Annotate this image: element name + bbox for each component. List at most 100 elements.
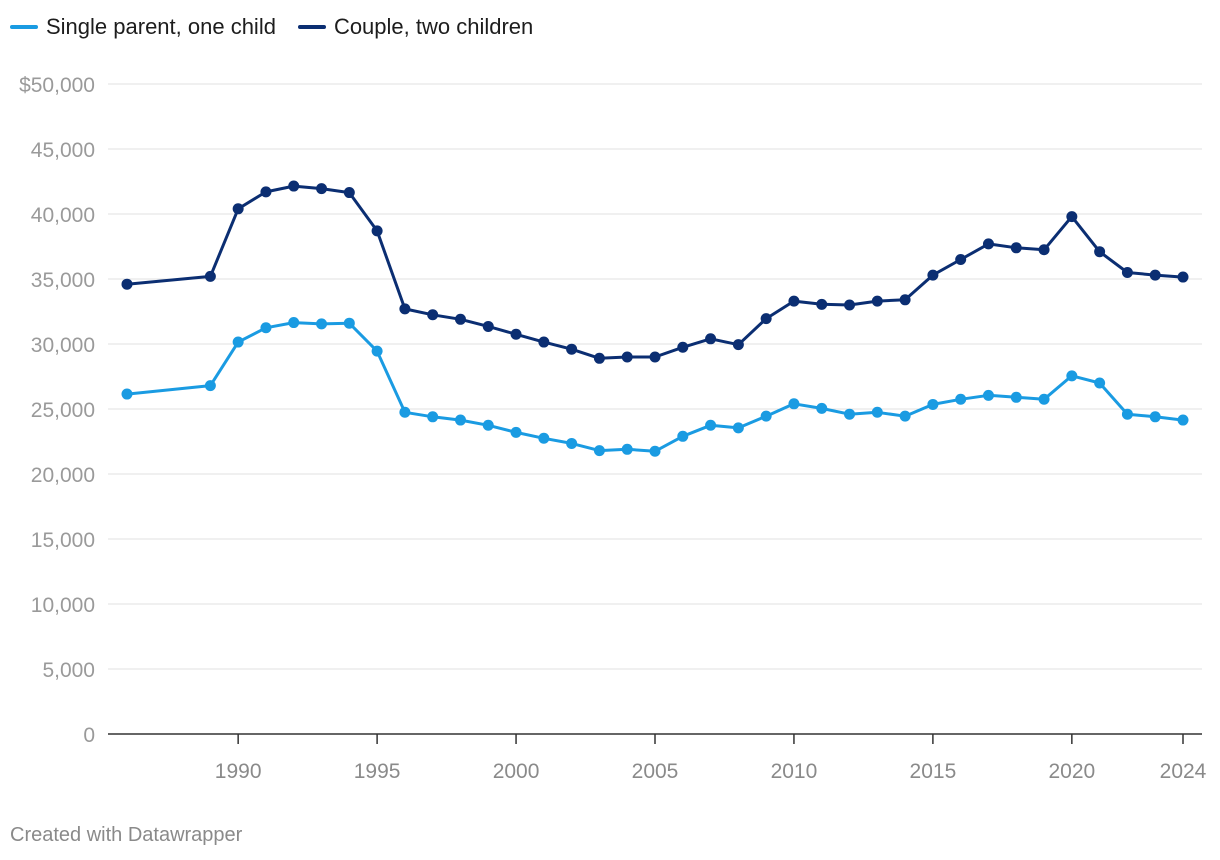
data-point-single-parent [1010, 391, 1022, 403]
data-point-couple [343, 187, 355, 199]
legend-item-single-parent: Single parent, one child [10, 14, 276, 40]
data-point-couple [1149, 269, 1161, 281]
data-point-couple [705, 333, 717, 345]
data-point-couple [454, 313, 466, 325]
data-point-couple [621, 351, 633, 363]
data-point-couple [371, 225, 383, 237]
data-point-single-parent [399, 406, 411, 418]
x-tick-label: 2024 [1160, 760, 1207, 783]
x-tick-label: 2005 [632, 760, 679, 783]
data-point-single-parent [538, 432, 550, 444]
y-tick-label: 25,000 [31, 399, 95, 422]
data-point-couple [1121, 267, 1133, 278]
data-point-single-parent [1038, 393, 1050, 405]
data-point-single-parent [427, 411, 439, 423]
data-point-couple [955, 254, 967, 265]
legend-label-couple: Couple, two children [333, 14, 534, 39]
data-point-single-parent [371, 345, 383, 357]
series-line-couple [125, 184, 1185, 360]
data-point-single-parent [649, 445, 661, 457]
data-point-couple [399, 303, 411, 315]
data-point-couple [1177, 271, 1189, 283]
data-point-single-parent [232, 336, 244, 348]
data-point-single-parent [621, 443, 633, 455]
data-point-single-parent [454, 414, 466, 426]
data-point-couple [1038, 244, 1050, 256]
data-point-couple [732, 339, 744, 351]
y-tick-label: 5,000 [42, 659, 95, 682]
data-point-single-parent [788, 398, 800, 410]
x-tick-label: 2000 [493, 760, 540, 783]
data-point-single-parent [121, 388, 133, 400]
x-tick-label: 1995 [354, 760, 401, 783]
data-point-couple [927, 269, 939, 281]
credit-text: Created with Datawrapper [10, 824, 243, 846]
data-point-couple [482, 320, 494, 332]
x-tick-label: 2010 [771, 760, 818, 783]
data-point-couple [871, 295, 883, 307]
data-point-couple [593, 352, 605, 364]
legend-swatch-couple [297, 25, 326, 29]
data-point-couple [260, 186, 272, 198]
data-point-couple [816, 298, 828, 310]
data-point-single-parent [871, 406, 883, 418]
data-point-couple [288, 180, 300, 192]
data-point-single-parent [955, 393, 967, 405]
series-line-single-parent [125, 321, 1185, 453]
data-point-couple [677, 341, 689, 353]
data-point-single-parent [1177, 414, 1189, 426]
data-point-single-parent [288, 317, 300, 329]
y-tick-label: 20,000 [31, 464, 95, 487]
data-point-single-parent [760, 410, 772, 422]
data-point-couple [1010, 242, 1022, 254]
data-point-single-parent [1121, 408, 1133, 420]
y-tick-label: 0 [83, 724, 95, 747]
data-point-single-parent [927, 398, 939, 410]
y-tick-label: 30,000 [31, 334, 95, 357]
y-tick-label: 35,000 [31, 269, 95, 292]
data-point-couple [1066, 211, 1078, 223]
data-point-single-parent [844, 408, 856, 420]
x-tick-label: 1990 [215, 760, 262, 783]
data-point-single-parent [316, 318, 328, 330]
data-point-couple [844, 299, 856, 311]
data-point-single-parent [482, 419, 494, 431]
data-point-couple [538, 336, 550, 348]
y-tick-label: 15,000 [31, 529, 95, 552]
y-tick-label: 40,000 [31, 204, 95, 227]
data-point-single-parent [732, 422, 744, 434]
data-point-single-parent [677, 430, 689, 442]
data-point-single-parent [899, 410, 911, 422]
legend: Single parent, one child Couple, two chi… [10, 14, 533, 40]
data-point-single-parent [204, 380, 216, 392]
data-point-couple [510, 328, 522, 340]
y-tick-label: 45,000 [31, 139, 95, 162]
data-point-single-parent [260, 322, 272, 334]
data-point-single-parent [816, 402, 828, 414]
data-point-couple [899, 294, 911, 306]
data-point-couple [121, 278, 133, 290]
legend-item-couple: Couple, two children [297, 14, 534, 40]
data-point-couple [427, 309, 439, 321]
data-point-single-parent [510, 426, 522, 438]
data-point-couple [316, 183, 328, 195]
x-tick-label: 2015 [910, 760, 957, 783]
data-point-single-parent [982, 389, 994, 401]
data-point-couple [232, 203, 244, 215]
legend-swatch-single-parent [10, 25, 38, 29]
y-tick-label: 10,000 [31, 594, 95, 617]
legend-label-single-parent: Single parent, one child [46, 14, 276, 39]
y-tick-label: $50,000 [19, 74, 95, 97]
data-point-single-parent [1066, 370, 1078, 382]
data-point-single-parent [343, 317, 355, 329]
data-point-single-parent [1094, 377, 1106, 389]
data-point-couple [1094, 246, 1106, 258]
x-tick-label: 2020 [1048, 760, 1095, 783]
data-point-single-parent [705, 419, 717, 431]
data-point-single-parent [593, 445, 605, 457]
data-point-couple [566, 343, 578, 355]
data-point-single-parent [1149, 411, 1161, 423]
data-point-couple [760, 313, 772, 325]
data-point-couple [649, 351, 661, 363]
